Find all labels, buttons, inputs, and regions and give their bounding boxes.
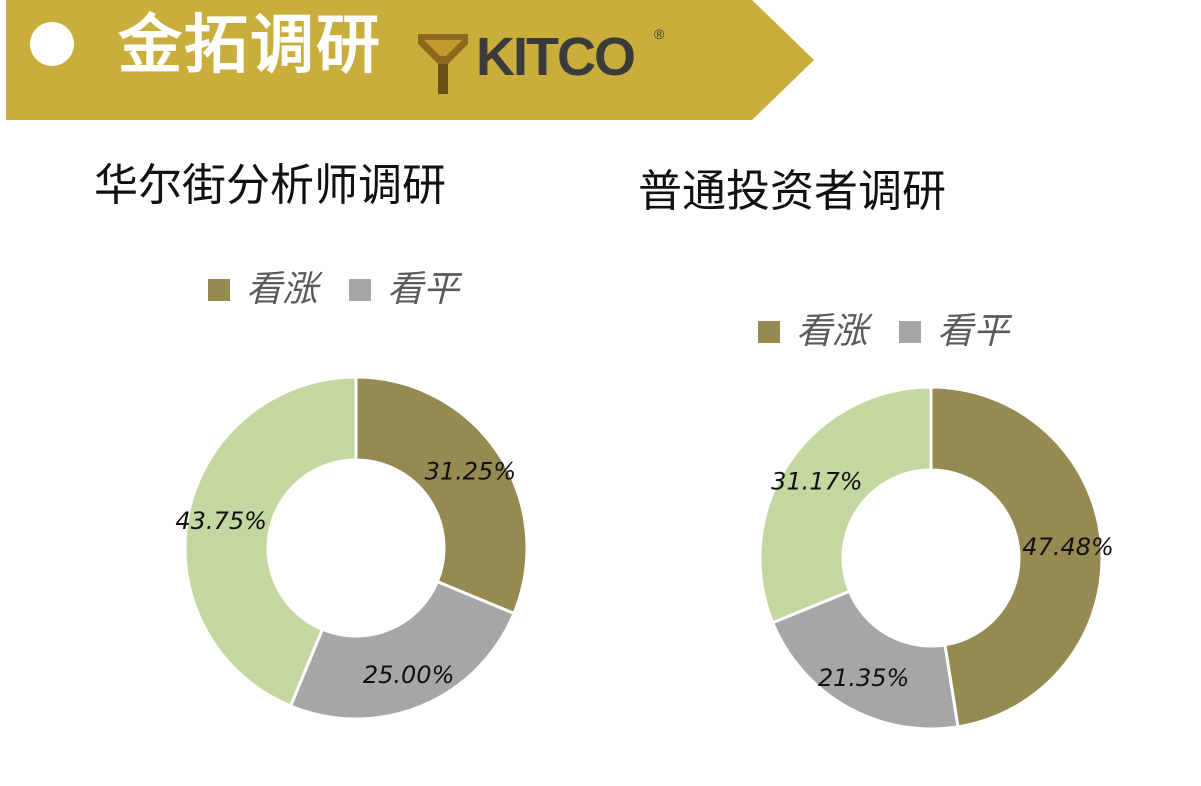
legend-label-flat: 看平 (937, 311, 1010, 352)
legend-item-bullish: 看涨 (758, 312, 868, 352)
chart-2-title: 普通投资者调研 (638, 166, 946, 217)
legend-swatch-bullish (758, 321, 780, 343)
chart-2-label-flat: 21.35% (818, 664, 910, 692)
legend-label-bullish: 看涨 (246, 269, 319, 310)
registered-mark: ® (654, 26, 665, 42)
chart-1-label-flat: 25.00% (363, 661, 455, 689)
legend-swatch-flat (899, 321, 922, 343)
legend-item-flat: 看平 (899, 312, 1009, 352)
chart-2-slice-flat (770, 589, 960, 731)
legend-swatch-bullish (208, 279, 230, 301)
page-title: 金拓调研 (118, 9, 382, 83)
chart-1-legend: 看涨 看平 (208, 270, 485, 310)
chart-2-slice-bullish (929, 385, 1104, 729)
legend-label-flat: 看平 (387, 269, 460, 310)
chart-1-label-bullish: 31.25% (425, 458, 517, 486)
banner-shape (6, 0, 814, 120)
chart-1-donut: 31.25% 25.00% 43.75% (175, 375, 529, 721)
legend-swatch-flat (349, 279, 372, 301)
header-banner: 金拓调研 KITCO ® (0, 0, 820, 124)
legend-label-bullish: 看涨 (796, 311, 869, 352)
chart-2-slice-bearish (758, 385, 933, 625)
chart-2-label-bearish: 31.17% (771, 467, 863, 495)
chart-1-slice-bullish (354, 375, 529, 616)
chart-1-slice-flat (288, 579, 516, 721)
kitco-logo: KITCO ® (418, 26, 678, 96)
chart-2-legend: 看涨 看平 (758, 312, 1035, 352)
chart-1-title: 华尔街分析师调研 (94, 160, 446, 211)
legend-item-bullish: 看涨 (208, 270, 318, 310)
legend-item-flat: 看平 (349, 270, 459, 310)
chart-1-slice-bearish (183, 375, 358, 708)
chart-2-label-bullish: 47.48% (1022, 533, 1114, 561)
chart-2-donut: 47.48% 21.35% 31.17% (758, 385, 1114, 731)
kitco-logo-text: KITCO (476, 27, 636, 87)
chart-1-label-bearish: 43.75% (175, 507, 267, 535)
kitco-logo-mark-icon (418, 34, 468, 94)
bullet-dot-icon (30, 22, 74, 66)
